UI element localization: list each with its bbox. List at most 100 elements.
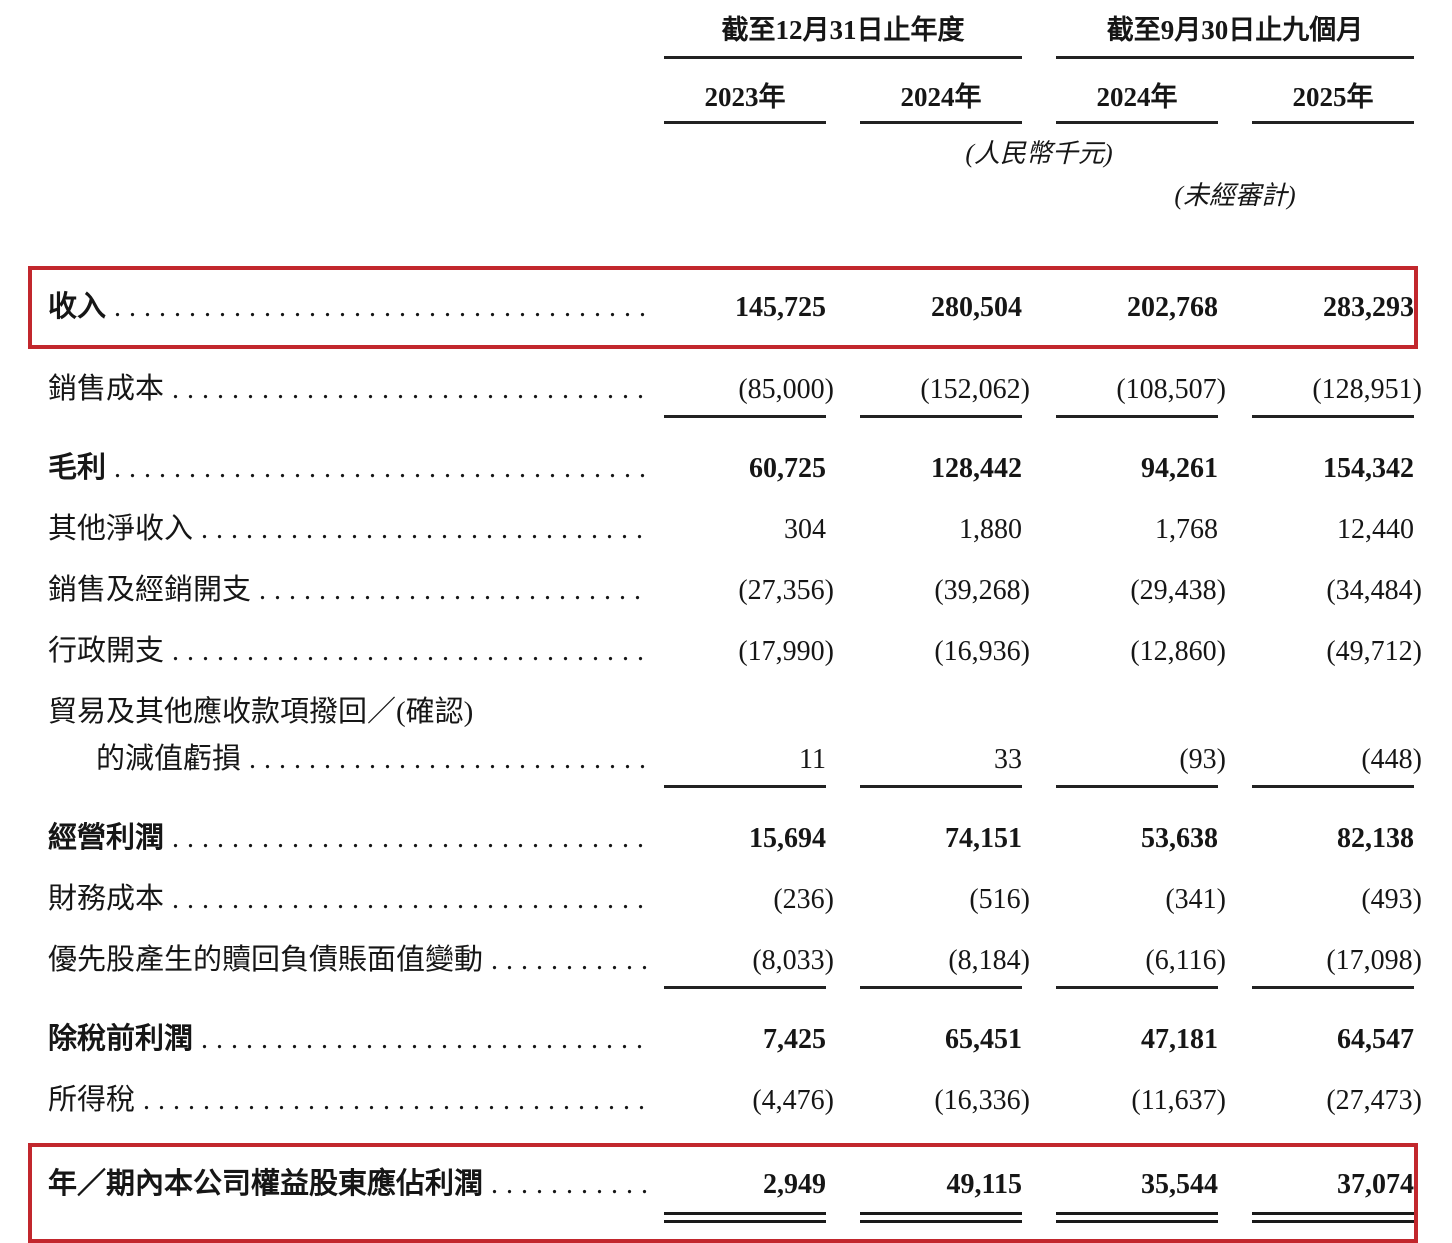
- cell-fy2023: 11: [664, 743, 826, 788]
- cell-9m2024: 53,638: [1141, 823, 1218, 854]
- cell-9m2024: (11,637): [1131, 1085, 1226, 1116]
- cell-9m2024: 47,181: [1141, 1024, 1218, 1055]
- row-label: 優先股產生的贖回負債賬面值變動: [48, 944, 484, 976]
- row-label: 年／期內本公司權益股東應佔利潤: [48, 1168, 484, 1200]
- column-group-year-ended: 截至12月31日止年度: [664, 14, 1022, 59]
- cell-fy2024: 1,880: [959, 514, 1022, 545]
- currency-note-row: (人民幣千元): [32, 138, 1414, 170]
- dot-leader: ........................................…: [114, 453, 650, 484]
- column-group-header-row: 截至12月31日止年度 截至9月30日止九個月: [32, 14, 1414, 59]
- dot-leader: ........................................…: [491, 945, 650, 976]
- cell-9m2025: (17,098): [1252, 944, 1422, 989]
- cell-9m2025: (128,951): [1252, 373, 1422, 418]
- cell-9m2024: (6,116): [1056, 944, 1226, 989]
- cell-fy2024: 280,504: [931, 292, 1022, 323]
- dot-leader: ........................................…: [114, 292, 650, 323]
- row-label-wrap: 銷售及經銷開支 ................................…: [48, 573, 664, 608]
- table-row: 收入 .....................................…: [28, 266, 1418, 349]
- cell-fy2023: (4,476): [752, 1085, 834, 1116]
- table-body: 收入 .....................................…: [28, 266, 1422, 1243]
- cell-9m2025: (34,484): [1326, 575, 1422, 606]
- row-label: 財務成本: [48, 883, 165, 915]
- dot-leader: ........................................…: [491, 1169, 650, 1200]
- column-header-2025: 2025年: [1252, 81, 1414, 124]
- cell-9m2024: 202,768: [1127, 292, 1218, 323]
- row-label-wrap: 所得稅 ....................................…: [48, 1083, 664, 1118]
- cell-fy2024: 49,115: [860, 1168, 1022, 1223]
- cell-fy2023: 2,949: [664, 1168, 826, 1223]
- cell-fy2024: (516): [969, 884, 1030, 915]
- table-row: 所得稅 ....................................…: [32, 1070, 1422, 1131]
- row-label: 的減值虧損: [96, 743, 242, 775]
- dot-leader: ........................................…: [172, 374, 650, 405]
- table-row: 優先股產生的贖回負債賬面值變動 ........................…: [32, 930, 1422, 999]
- cell-fy2024: (39,268): [934, 575, 1030, 606]
- cell-fy2024: 65,451: [945, 1024, 1022, 1055]
- cell-9m2025: 82,138: [1337, 823, 1414, 854]
- cell-fy2024: 33: [860, 743, 1022, 788]
- cell-fy2024: (152,062): [860, 373, 1030, 418]
- row-label: 所得稅: [48, 1084, 136, 1116]
- cell-9m2024: 94,261: [1141, 453, 1218, 484]
- row-label: 其他淨收入: [48, 513, 194, 545]
- cell-fy2023: 7,425: [763, 1024, 826, 1055]
- column-header-2023: 2023年: [664, 81, 826, 124]
- dot-leader: ........................................…: [201, 1024, 650, 1055]
- table-row: 其他淨收入 ..................................…: [32, 499, 1414, 560]
- dot-leader: ........................................…: [172, 884, 650, 915]
- row-label: 毛利: [48, 452, 107, 484]
- dot-leader: ........................................…: [172, 823, 650, 854]
- cell-fy2023: (236): [773, 884, 834, 915]
- row-label-wrap: 行政開支 ...................................…: [48, 634, 664, 669]
- cell-9m2025: (27,473): [1326, 1085, 1422, 1116]
- row-label-wrap: 毛利 .....................................…: [48, 451, 664, 486]
- table-row: 的減值虧損 ..................................…: [32, 729, 1422, 798]
- row-label-line1: 貿易及其他應收款項撥回／(確認): [48, 696, 474, 728]
- table-row: 財務成本 ...................................…: [32, 869, 1422, 930]
- cell-fy2024: (16,336): [934, 1085, 1030, 1116]
- row-label-wrap: 年／期內本公司權益股東應佔利潤 ........................…: [48, 1167, 664, 1202]
- column-header-2024b: 2024年: [1056, 81, 1218, 124]
- table-row: 銷售成本 ...................................…: [32, 359, 1422, 428]
- column-header-2024a: 2024年: [860, 81, 1022, 124]
- cell-9m2025: 64,547: [1337, 1024, 1414, 1055]
- cell-fy2023: 304: [784, 514, 826, 545]
- cell-9m2025: 37,074: [1252, 1168, 1414, 1223]
- year-header-row: 2023年 2024年 2024年 2025年: [32, 81, 1414, 124]
- row-label: 銷售成本: [48, 373, 165, 405]
- row-label: 除稅前利潤: [48, 1023, 194, 1055]
- cell-fy2024: 74,151: [945, 823, 1022, 854]
- table-row: 經營利潤 ...................................…: [32, 808, 1414, 869]
- row-label: 收入: [48, 291, 107, 323]
- cell-fy2023: (17,990): [738, 636, 834, 667]
- cell-9m2024: (29,438): [1130, 575, 1226, 606]
- table-row: 銷售及經銷開支 ................................…: [32, 560, 1422, 621]
- cell-9m2024: 35,544: [1056, 1168, 1218, 1223]
- cell-9m2025: 154,342: [1323, 453, 1414, 484]
- cell-9m2024: (93): [1056, 743, 1226, 788]
- cell-9m2025: 283,293: [1323, 292, 1414, 323]
- audit-note-row: (未經審計): [32, 180, 1414, 212]
- dot-leader: ........................................…: [201, 514, 650, 545]
- dot-leader: ........................................…: [143, 1085, 650, 1116]
- row-label-wrap: 財務成本 ...................................…: [48, 882, 664, 917]
- cell-fy2024: (8,184): [860, 944, 1030, 989]
- row-label-wrap: 收入 .....................................…: [48, 290, 664, 325]
- cell-9m2024: 1,768: [1155, 514, 1218, 545]
- cell-fy2024: 128,442: [931, 453, 1022, 484]
- table-row: 除稅前利潤 ..................................…: [32, 1009, 1414, 1070]
- cell-9m2024: (12,860): [1130, 636, 1226, 667]
- dot-leader: ........................................…: [172, 636, 650, 667]
- cell-9m2025: (493): [1361, 884, 1422, 915]
- table-row: 毛利 .....................................…: [32, 438, 1414, 499]
- dot-leader: ........................................…: [249, 744, 650, 775]
- cell-fy2023: 60,725: [749, 453, 826, 484]
- row-label-wrap: 優先股產生的贖回負債賬面值變動 ........................…: [48, 943, 664, 978]
- table-row: 行政開支 ...................................…: [32, 621, 1422, 682]
- row-label: 經營利潤: [48, 822, 165, 854]
- cell-9m2024: (341): [1165, 884, 1226, 915]
- cell-fy2023: (27,356): [738, 575, 834, 606]
- cell-fy2023: 15,694: [749, 823, 826, 854]
- row-label-wrap: 經營利潤 ...................................…: [48, 821, 664, 856]
- table-row: 年／期內本公司權益股東應佔利潤 ........................…: [28, 1143, 1418, 1243]
